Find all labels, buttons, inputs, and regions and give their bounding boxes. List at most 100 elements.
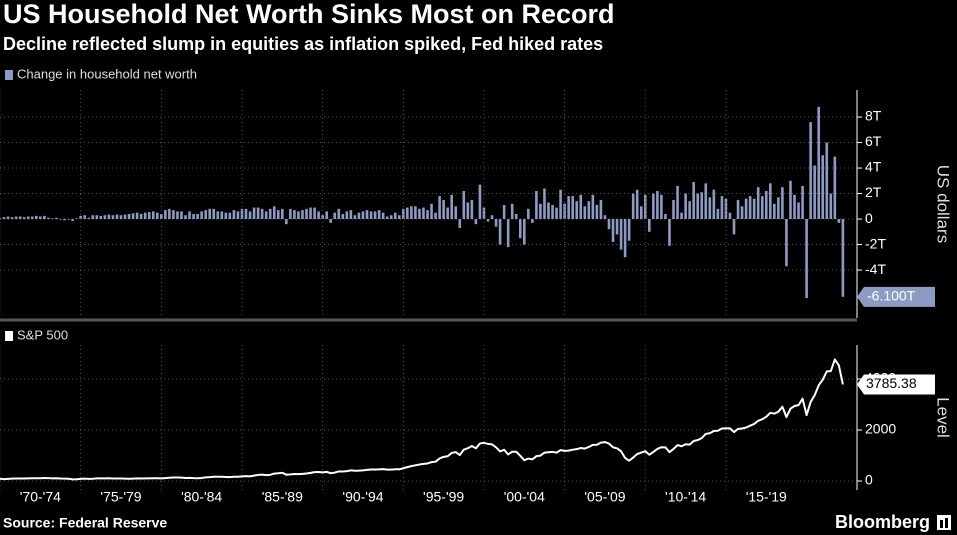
- bar: [656, 190, 659, 220]
- bar: [797, 202, 800, 220]
- x-tick-label: '95-'99: [423, 489, 464, 505]
- bar: [107, 214, 111, 220]
- bar: [26, 216, 30, 220]
- bar: [293, 210, 296, 220]
- bar: [829, 193, 833, 220]
- bar: [672, 199, 675, 220]
- bar: [256, 207, 260, 220]
- source: Source: Federal Reserve: [3, 515, 167, 531]
- bar: [664, 213, 667, 220]
- bar: [309, 207, 312, 220]
- bar: [305, 208, 308, 220]
- bar: [438, 196, 441, 220]
- bar: [34, 215, 38, 220]
- bar: [652, 193, 655, 220]
- y-tick-label: -4T: [865, 261, 886, 277]
- bar: [446, 207, 449, 220]
- bar: [825, 142, 829, 220]
- bar: [474, 219, 478, 225]
- y-tick-label: 0: [865, 210, 873, 226]
- legend-label: Change in household net worth: [17, 66, 197, 81]
- bar: [208, 208, 212, 220]
- bar: [543, 188, 546, 220]
- bar: [63, 219, 66, 221]
- bar: [434, 212, 437, 220]
- bar: [393, 212, 397, 220]
- bar: [462, 190, 466, 220]
- bar: [571, 196, 574, 220]
- bar: [377, 210, 381, 220]
- value-label-box: [857, 374, 935, 395]
- bar: [192, 213, 195, 220]
- bar: [196, 213, 199, 220]
- bar: [180, 211, 183, 220]
- y-tick-label: 6T: [865, 133, 882, 149]
- bar: [547, 202, 550, 220]
- bar: [337, 208, 341, 220]
- bar: [127, 213, 131, 220]
- bar: [599, 199, 603, 220]
- bar: [579, 194, 583, 220]
- brand-icon: [937, 515, 951, 530]
- bar: [135, 212, 139, 220]
- bar: [841, 219, 845, 297]
- bar: [567, 196, 570, 220]
- bar: [700, 192, 704, 220]
- bar: [329, 219, 333, 223]
- y-tick-label: 2T: [865, 184, 882, 200]
- y-axis-title: Level: [934, 397, 953, 438]
- bar: [821, 155, 825, 220]
- bar: [168, 208, 171, 220]
- bar: [555, 207, 558, 220]
- value-label: 3785.38: [866, 375, 917, 391]
- bar: [728, 212, 732, 220]
- bar: [373, 211, 377, 220]
- bar: [313, 207, 316, 220]
- bar: [510, 203, 514, 220]
- x-tick-label: '85-'89: [262, 489, 303, 505]
- bar: [551, 205, 554, 220]
- bar: [805, 219, 808, 299]
- bar: [83, 215, 86, 220]
- bar: [518, 219, 522, 239]
- bar: [345, 211, 349, 220]
- bar: [301, 210, 304, 220]
- bar: [531, 219, 534, 223]
- bar: [623, 219, 627, 258]
- bar: [414, 206, 417, 220]
- bar: [79, 215, 82, 220]
- bar: [458, 219, 462, 228]
- bar: [732, 219, 736, 235]
- bar: [635, 189, 639, 220]
- x-tick-label: '00-'04: [504, 489, 545, 505]
- bar: [6, 216, 10, 220]
- chart-title: US Household Net Worth Sinks Most on Rec…: [3, 0, 615, 29]
- legend-label: S&P 500: [17, 327, 68, 342]
- bar: [611, 219, 615, 242]
- bar: [470, 199, 474, 220]
- bar: [603, 215, 607, 220]
- y-tick-label: 2000: [865, 421, 896, 437]
- x-tick-label: '10-'14: [665, 489, 706, 505]
- bar: [684, 193, 687, 220]
- bar: [143, 212, 147, 220]
- bar: [155, 212, 159, 220]
- bar: [724, 198, 728, 220]
- bar: [752, 198, 756, 220]
- bar: [220, 211, 224, 220]
- bar: [809, 122, 812, 220]
- bar: [184, 215, 187, 220]
- bar: [325, 211, 328, 220]
- bar: [450, 194, 453, 220]
- bar: [736, 199, 740, 220]
- bar: [289, 208, 292, 220]
- bar: [410, 206, 413, 220]
- bar: [272, 206, 276, 220]
- legend-swatch: [5, 331, 13, 341]
- bar: [627, 219, 631, 241]
- value-label-box: [857, 286, 935, 307]
- bar: [0, 217, 2, 220]
- bar: [369, 211, 373, 220]
